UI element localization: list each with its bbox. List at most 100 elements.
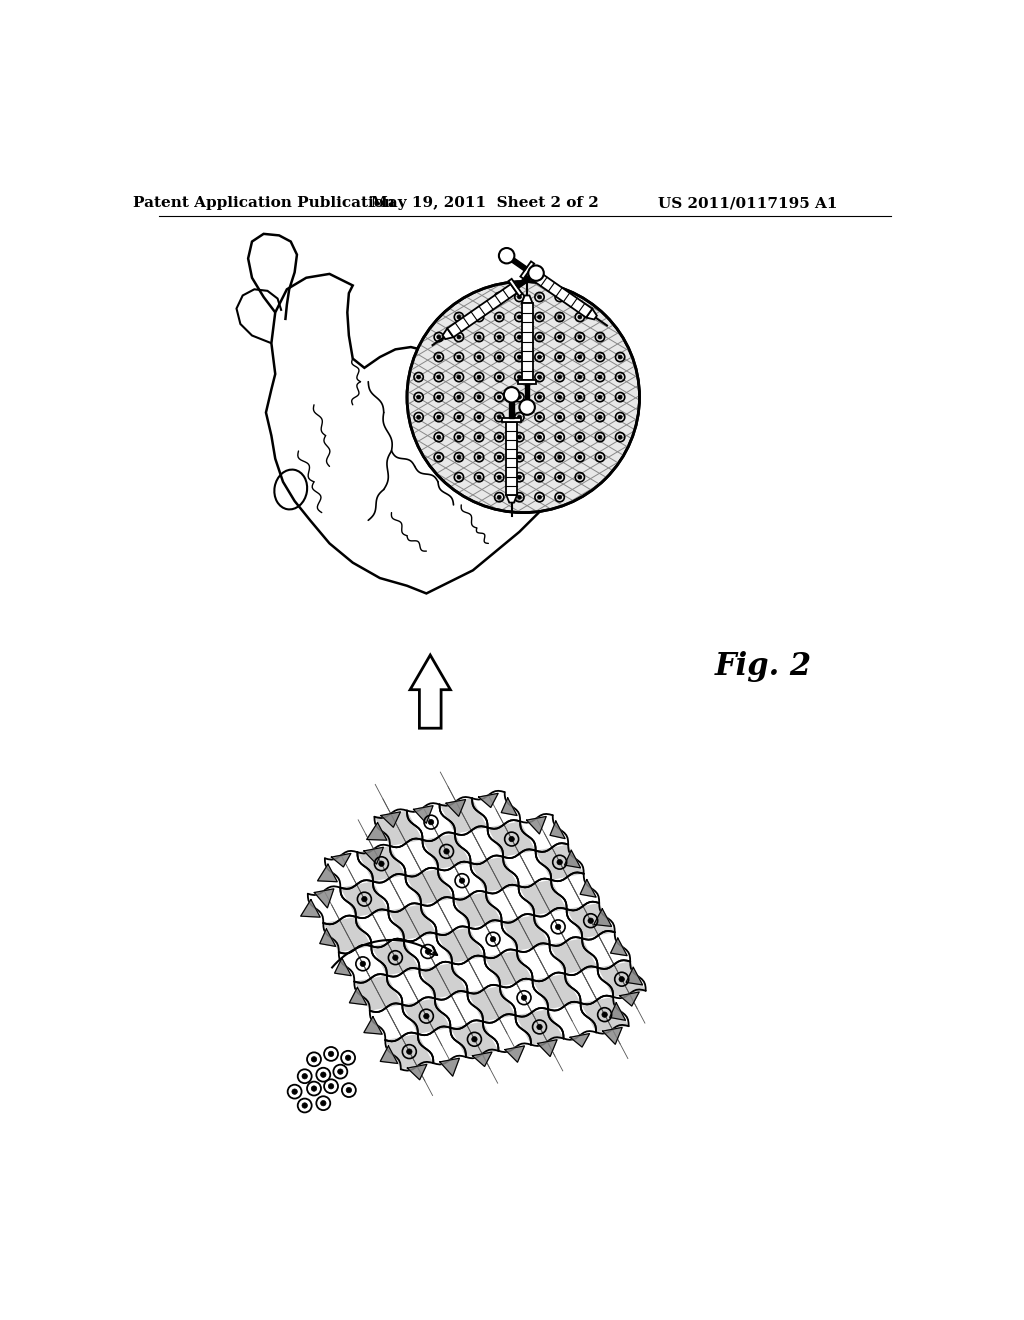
Text: US 2011/0117195 A1: US 2011/0117195 A1 [658, 197, 838, 210]
Circle shape [407, 1049, 412, 1055]
Polygon shape [520, 261, 535, 279]
Circle shape [477, 395, 481, 399]
Polygon shape [454, 892, 502, 928]
Polygon shape [414, 805, 433, 824]
Polygon shape [524, 384, 529, 407]
Polygon shape [451, 1022, 499, 1057]
Circle shape [498, 375, 501, 379]
Circle shape [437, 375, 440, 379]
Polygon shape [502, 915, 550, 950]
Circle shape [557, 859, 562, 865]
Circle shape [538, 355, 542, 359]
Polygon shape [594, 909, 611, 927]
Text: May 19, 2011  Sheet 2 of 2: May 19, 2011 Sheet 2 of 2 [371, 197, 598, 210]
Polygon shape [526, 817, 546, 834]
Circle shape [457, 436, 461, 440]
Circle shape [538, 416, 542, 418]
Polygon shape [602, 1027, 623, 1044]
Circle shape [618, 416, 622, 418]
Circle shape [329, 1051, 334, 1056]
Circle shape [457, 355, 461, 359]
Circle shape [588, 917, 593, 924]
Circle shape [311, 1086, 316, 1092]
Polygon shape [388, 904, 436, 940]
Circle shape [498, 495, 501, 499]
Circle shape [477, 375, 481, 379]
Circle shape [578, 315, 582, 319]
Circle shape [457, 375, 461, 379]
Circle shape [521, 995, 526, 1001]
Circle shape [457, 395, 461, 399]
Polygon shape [354, 975, 402, 1011]
Polygon shape [380, 1045, 397, 1064]
Circle shape [477, 475, 481, 479]
Polygon shape [317, 865, 337, 882]
Circle shape [472, 1036, 477, 1041]
Circle shape [498, 475, 501, 479]
Circle shape [379, 861, 384, 866]
Circle shape [558, 475, 561, 479]
Polygon shape [385, 1034, 433, 1069]
Circle shape [538, 475, 542, 479]
Circle shape [498, 436, 501, 440]
Circle shape [443, 849, 450, 854]
Polygon shape [566, 903, 614, 939]
Polygon shape [538, 1040, 557, 1056]
Circle shape [490, 936, 496, 942]
Polygon shape [525, 267, 592, 318]
Circle shape [558, 416, 561, 418]
Polygon shape [487, 821, 536, 857]
Circle shape [302, 1073, 307, 1078]
Polygon shape [581, 879, 596, 898]
Text: Patent Application Publication: Patent Application Publication [133, 197, 394, 210]
Polygon shape [570, 1034, 590, 1047]
Circle shape [517, 455, 521, 459]
Circle shape [437, 395, 440, 399]
Polygon shape [349, 987, 367, 1005]
Polygon shape [440, 1059, 460, 1076]
Polygon shape [550, 939, 598, 974]
Circle shape [618, 436, 622, 440]
Circle shape [424, 1014, 429, 1019]
Circle shape [407, 281, 640, 512]
Circle shape [538, 436, 542, 440]
Circle shape [417, 416, 421, 418]
Circle shape [555, 924, 561, 929]
Circle shape [457, 335, 461, 339]
Circle shape [517, 416, 521, 418]
Circle shape [517, 296, 521, 298]
Circle shape [578, 395, 582, 399]
Polygon shape [372, 940, 420, 975]
Circle shape [538, 296, 542, 298]
Circle shape [428, 820, 434, 825]
Polygon shape [471, 857, 518, 892]
Circle shape [598, 455, 602, 459]
Circle shape [538, 395, 542, 399]
Circle shape [558, 296, 561, 298]
Circle shape [437, 455, 440, 459]
Circle shape [598, 335, 602, 339]
Circle shape [338, 1069, 343, 1074]
Circle shape [360, 961, 366, 966]
Circle shape [598, 436, 602, 440]
Text: Fig. 2: Fig. 2 [715, 651, 812, 682]
Circle shape [517, 495, 521, 499]
Circle shape [558, 495, 561, 499]
Polygon shape [506, 495, 517, 503]
Circle shape [498, 395, 501, 399]
Polygon shape [532, 974, 581, 1010]
Polygon shape [364, 847, 383, 865]
Circle shape [537, 1024, 543, 1030]
Polygon shape [484, 950, 532, 986]
Polygon shape [367, 822, 387, 840]
Circle shape [477, 436, 481, 440]
Polygon shape [467, 986, 515, 1022]
Circle shape [477, 315, 481, 319]
Polygon shape [505, 253, 527, 271]
Circle shape [558, 395, 561, 399]
Circle shape [417, 395, 421, 399]
Polygon shape [319, 929, 336, 946]
Circle shape [558, 436, 561, 440]
Polygon shape [375, 810, 423, 846]
Polygon shape [536, 845, 584, 880]
